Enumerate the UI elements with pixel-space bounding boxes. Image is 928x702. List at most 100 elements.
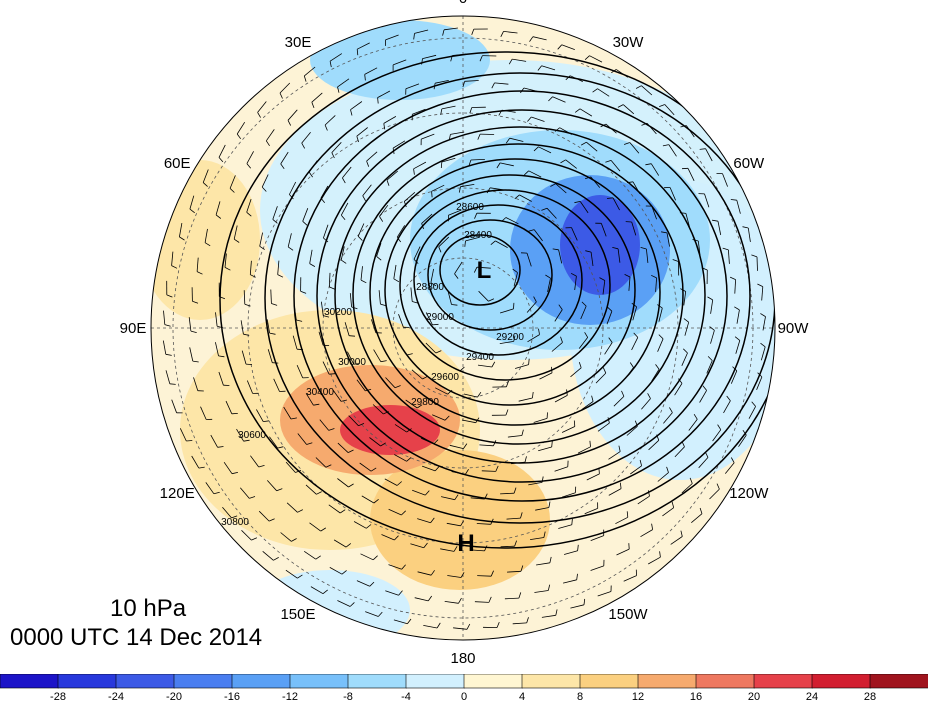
wind-barb [503,31,518,34]
wind-barb [448,209,462,216]
wind-barb [294,306,297,321]
wind-barb [360,553,374,561]
wind-barb [615,516,628,525]
wind-barb [340,202,349,216]
wind-barb [421,465,436,472]
wind-barb-flag [581,301,587,307]
wind-barb [664,104,675,116]
wind-barb-flag [729,276,736,280]
colorbar-swatch [57,674,117,689]
wind-barb-flag [216,325,224,329]
wind-barb [577,446,591,454]
wind-barb [450,131,465,135]
wind-barb-flag [364,74,366,81]
wind-barb-flag [345,543,352,548]
wind-barb-flag [707,296,713,301]
wind-barb-flag [651,523,653,530]
wind-barb [589,55,603,63]
wind-barb-flag [631,302,637,308]
wind-barb [446,522,461,527]
wind-barb [381,534,395,541]
wind-barb-flag [468,159,472,166]
wind-barb-flag [512,268,518,273]
wind-barb-flag [265,140,270,147]
wind-barb [412,489,426,496]
colorbar-swatch [811,674,871,689]
wind-barb [265,129,275,142]
map-disc [151,16,775,640]
longitude-label: 90E [120,320,147,337]
wind-barb [500,162,514,167]
wind-barb [303,550,317,560]
wind-barb-flag [272,219,278,224]
wind-barb-flag [490,518,494,525]
wind-barb-flag [296,348,304,351]
wind-barb [435,387,448,395]
wind-barb [309,522,321,532]
wind-barb-flag [342,177,346,184]
wind-barb-flag [273,557,279,561]
wind-barb-flag [524,170,529,176]
wind-barb-flag [378,611,383,617]
wind-barb [246,198,252,213]
wind-barb-flag [291,538,297,542]
wind-barb [559,127,573,135]
wind-barb [359,462,372,472]
wind-barb [337,478,349,488]
wind-barb-flag [570,272,577,277]
wind-barb [163,310,166,325]
wind-barb-flag [315,555,321,560]
wind-barb [574,276,577,291]
wind-barb [717,221,722,236]
wind-barb [597,88,610,97]
wind-barb-flag [693,413,698,420]
wind-barb-flag [760,313,766,317]
wind-barb [366,151,378,162]
wind-barb-flag [558,304,563,310]
wind-barb [371,319,377,333]
wind-barb [257,101,267,113]
wind-barb [388,508,402,516]
wind-barb-flag [460,572,465,578]
wind-barb [328,504,341,514]
wind-barb [337,78,350,88]
wind-barb [279,82,291,94]
wind-barb [292,335,298,350]
wind-barb-flag [471,28,475,35]
wind-barb [435,80,449,84]
colorbar-label: -4 [401,691,411,702]
wind-barb [533,229,543,242]
wind-barb-flag [683,318,689,323]
wind-barb [360,266,363,281]
wind-barb [396,225,406,238]
wind-barb-flag [551,366,553,373]
wind-barb [394,424,407,433]
wind-barb [453,627,468,630]
wind-barb-flag [484,493,488,500]
wind-barb [412,108,426,115]
wind-barb [353,521,367,529]
wind-barb [200,406,207,420]
wind-barb-flag [699,148,706,150]
wind-barb [756,376,763,390]
wind-barb-flag [289,194,294,200]
wind-barb-flag [413,168,415,175]
wind-barb-flag [358,423,365,427]
geopotential-height-contours [219,51,775,549]
wind-barb [538,446,552,452]
wind-barb [670,536,683,545]
wind-barb [414,29,429,34]
wind-barb-flag [280,163,285,170]
contour-label: 30800 [221,517,249,528]
wind-barb-flag [422,375,428,380]
wind-barb-flag [514,194,520,200]
wind-barb [425,342,437,354]
wind-barb [499,341,514,344]
wind-barb-flag [251,537,258,541]
wind-barb [513,272,518,287]
wind-barb-flag [350,109,353,116]
wind-barb [322,361,330,375]
wind-barb [179,428,187,442]
wind-barb [229,175,236,189]
wind-barb-flag [520,87,525,94]
